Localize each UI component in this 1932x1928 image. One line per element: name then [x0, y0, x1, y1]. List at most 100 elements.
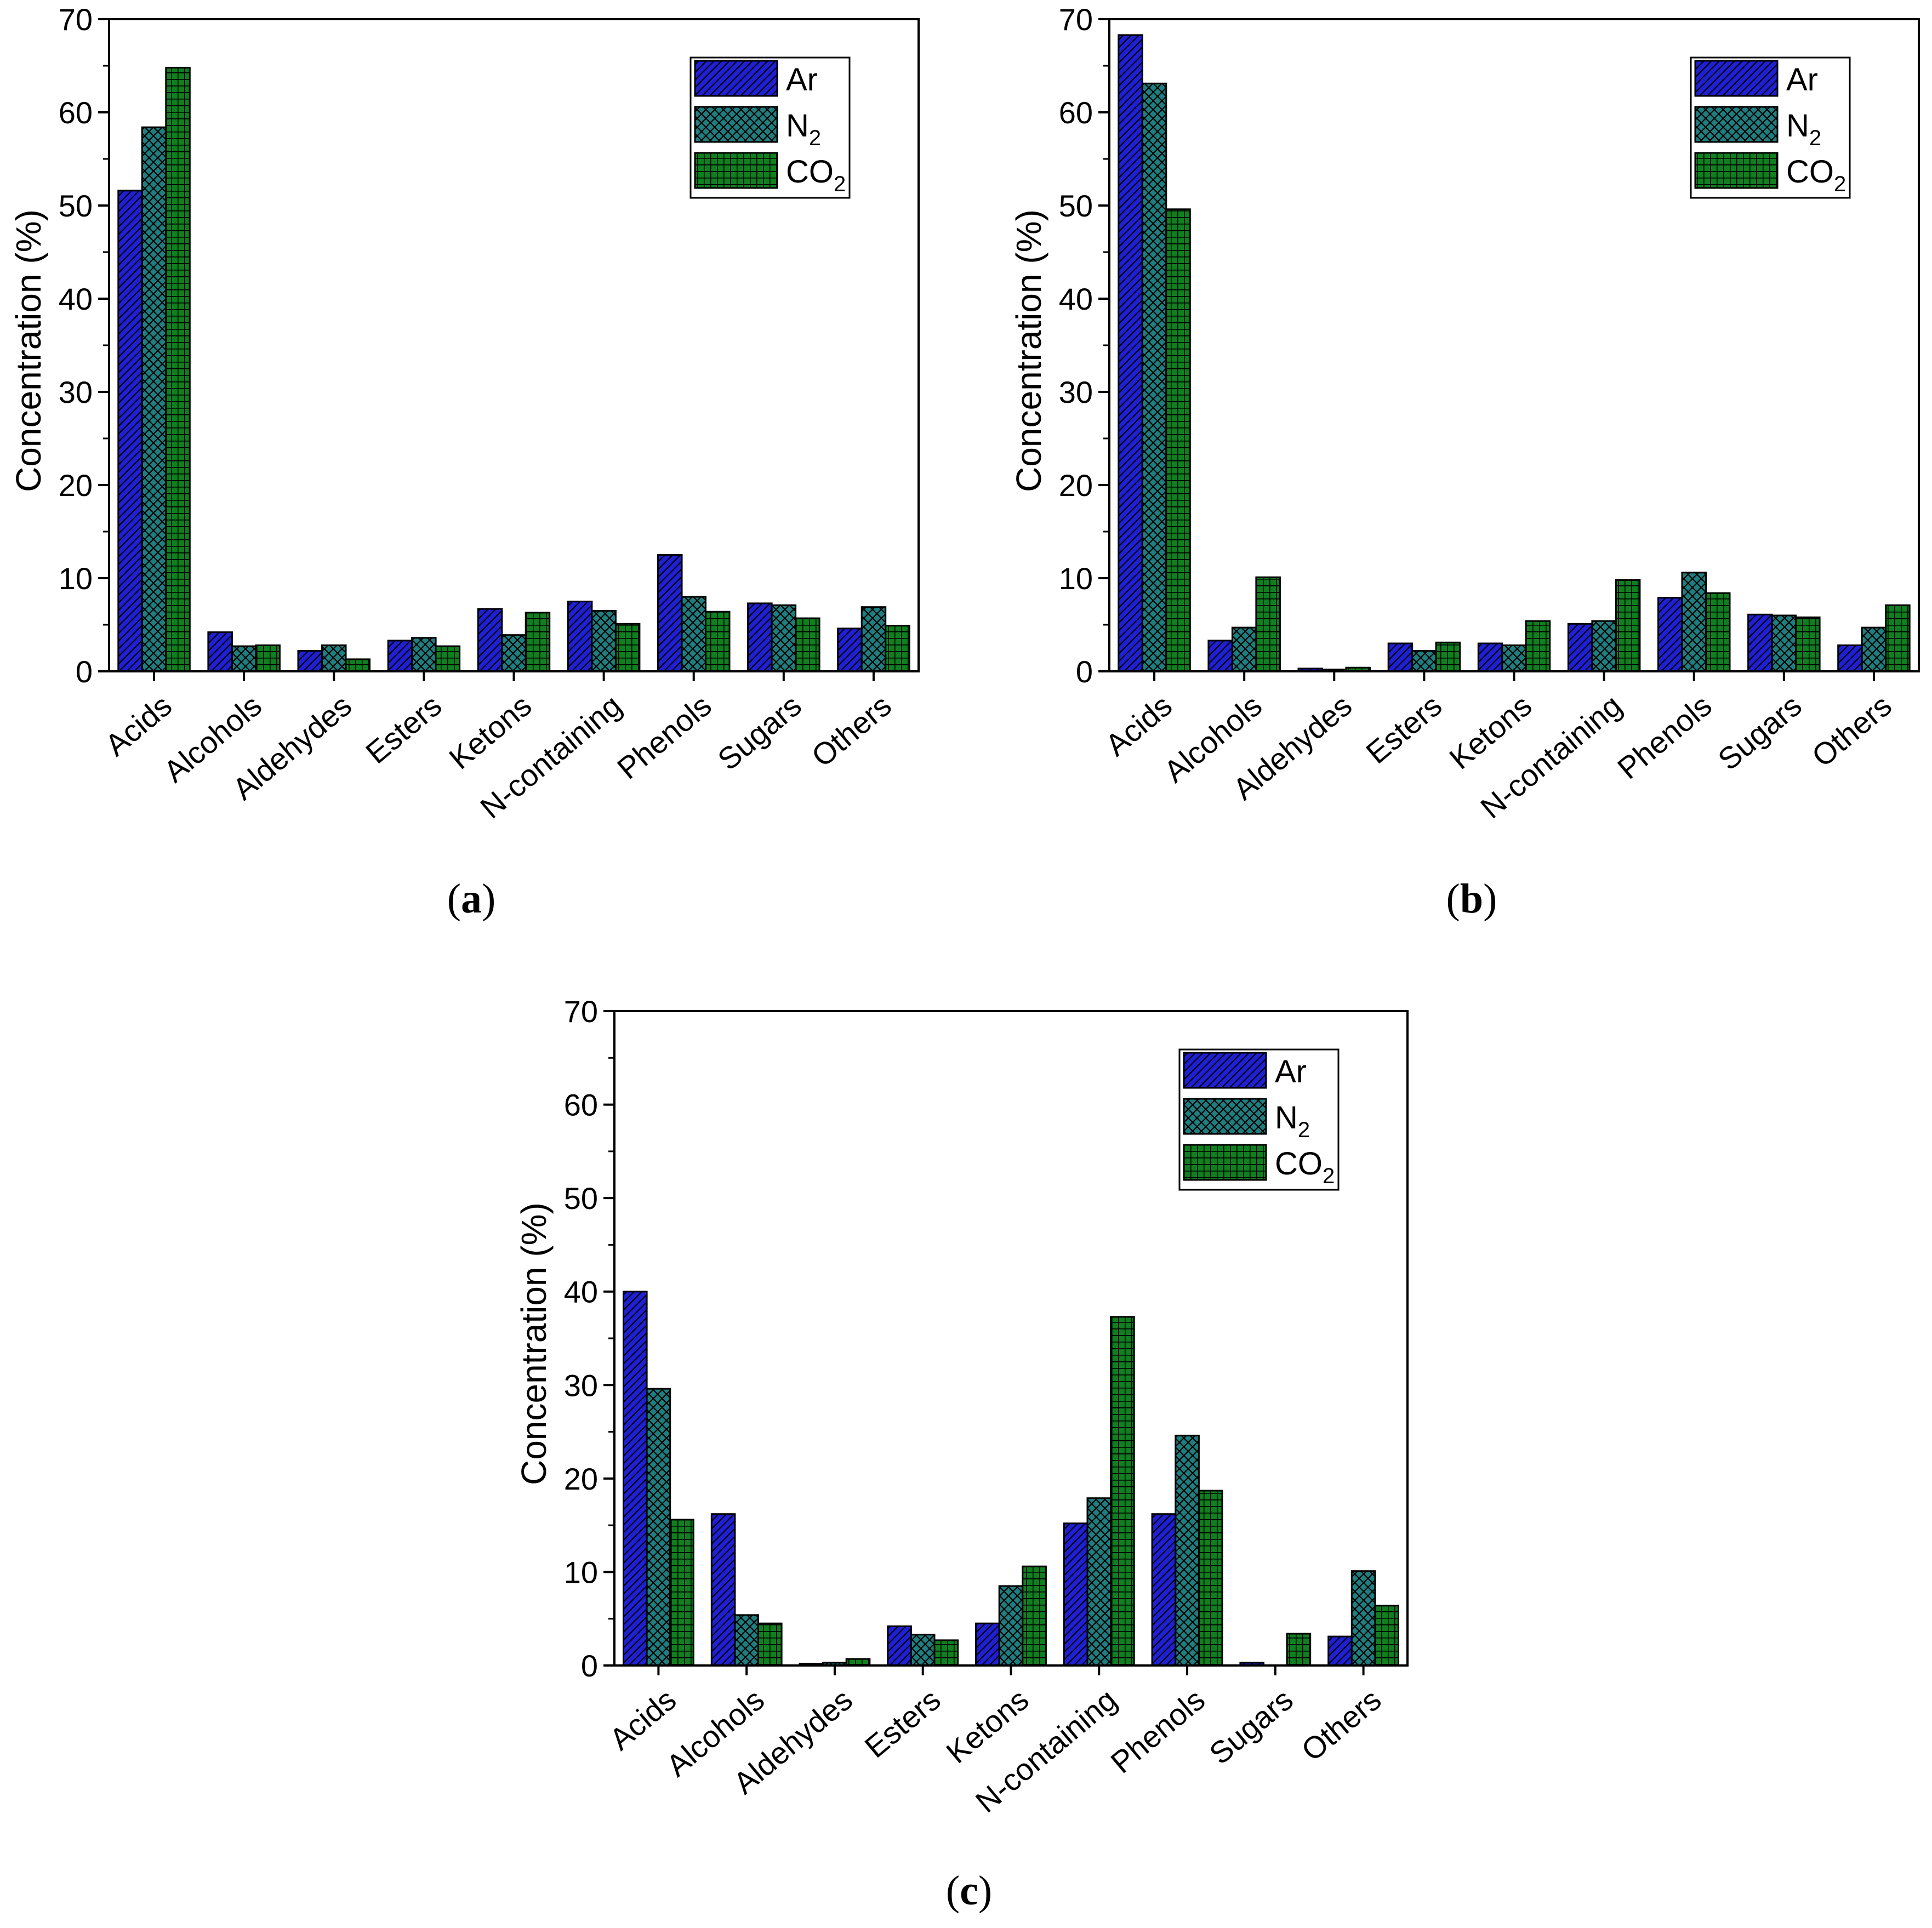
bar-CO2-sugars	[795, 617, 820, 672]
bar-Ar-alcohols	[710, 1513, 736, 1667]
bar-Ar-others	[837, 628, 863, 672]
bar-Ar-ketons	[477, 608, 503, 672]
bar-N2-acids	[1141, 82, 1167, 672]
bar-N2-ketons	[998, 1585, 1024, 1667]
bar-CO2-sugars	[1286, 1633, 1312, 1667]
y-tick-label: 20	[59, 468, 93, 503]
bar-Ar-phenols	[1657, 597, 1683, 672]
bar-CO2-n-containing	[614, 623, 641, 672]
bar-CO2-alcohols	[255, 644, 281, 672]
bar-Ar-esters	[887, 1625, 912, 1667]
bar-CO2-others	[1374, 1605, 1399, 1667]
bar-Ar-acids	[117, 190, 143, 672]
y-tick-label: 60	[564, 1088, 598, 1122]
y-tick-label: 70	[1059, 2, 1093, 37]
x-category-label: Acids	[603, 1682, 682, 1756]
bar-Ar-sugars	[747, 602, 773, 672]
bar-N2-alcohols	[231, 645, 257, 672]
legend-label-n2: N2	[1275, 1100, 1310, 1142]
bar-Ar-esters	[387, 640, 413, 672]
bar-N2-sugars	[1771, 614, 1797, 672]
chart-panel-c: 010203040506070AcidsAlcoholsAldehydesEst…	[514, 994, 1409, 1914]
y-tick-label: 70	[564, 994, 598, 1029]
bar-Ar-acids	[1118, 34, 1143, 672]
bar-N2-esters	[910, 1634, 936, 1667]
legend-label-ar: Ar	[1786, 62, 1818, 98]
y-tick-label: 50	[1059, 189, 1093, 223]
legend-label-co2: CO2	[1786, 154, 1846, 196]
bar-CO2-sugars	[1795, 616, 1821, 672]
bar-N2-ketons	[501, 634, 527, 672]
bar-N2-acids	[646, 1388, 671, 1667]
bar-Ar-n-containing	[1063, 1522, 1088, 1667]
y-tick-label: 40	[564, 1275, 598, 1309]
bar-CO2-acids	[1165, 208, 1191, 672]
bar-CO2-acids	[669, 1519, 694, 1667]
bar-N2-acids	[141, 126, 167, 672]
bar-CO2-esters	[933, 1639, 959, 1667]
y-axis-label: Concentration (%)	[9, 209, 48, 492]
bar-CO2-esters	[1435, 641, 1461, 672]
x-category-label: Sugars	[711, 688, 807, 777]
bar-CO2-ketons	[1525, 620, 1551, 672]
y-tick-label: 30	[564, 1368, 598, 1402]
legend-swatch-ar	[694, 60, 778, 97]
x-category-label: Phenols	[1611, 688, 1718, 785]
y-tick-label: 0	[76, 654, 93, 689]
bar-CO2-alcohols	[757, 1622, 783, 1667]
y-tick-label: 20	[564, 1462, 598, 1496]
bar-CO2-phenols	[705, 611, 731, 672]
y-tick-label: 30	[59, 375, 93, 409]
bar-Ar-alcohols	[207, 631, 233, 672]
bar-N2-ketons	[1501, 644, 1527, 672]
y-tick-label: 30	[1059, 375, 1093, 409]
x-category-label: Esters	[359, 688, 448, 770]
bar-N2-esters	[411, 637, 437, 672]
bar-N2-others	[860, 606, 887, 672]
y-tick-label: 10	[59, 561, 93, 596]
panel-caption: (a)	[447, 876, 496, 922]
panel-caption: (b)	[1446, 876, 1497, 922]
bar-CO2-acids	[165, 66, 191, 672]
x-category-label: Sugars	[1202, 1682, 1299, 1771]
bar-Ar-ketons	[975, 1622, 1000, 1667]
legend-label-ar: Ar	[786, 62, 818, 98]
bar-CO2-phenols	[1705, 592, 1731, 672]
legend-swatch-n2	[1694, 106, 1779, 143]
legend-swatch-co2	[1694, 152, 1779, 189]
bar-N2-n-containing	[591, 610, 617, 672]
bar-CO2-others	[885, 625, 910, 672]
legend-swatch-n2	[1183, 1098, 1267, 1135]
y-axis-label: Concentration (%)	[1009, 209, 1048, 492]
bar-Ar-sugars	[1747, 613, 1773, 672]
x-category-label: Sugars	[1711, 688, 1808, 777]
bar-Ar-n-containing	[567, 601, 593, 672]
x-category-label: Phenols	[1104, 1682, 1211, 1779]
y-tick-label: 0	[1076, 654, 1093, 689]
legend-label-n2: N2	[786, 108, 821, 150]
legend-swatch-n2	[694, 106, 778, 143]
bar-N2-n-containing	[1591, 620, 1617, 672]
y-tick-label: 70	[59, 2, 93, 37]
y-tick-label: 60	[59, 95, 93, 130]
bar-CO2-n-containing	[1615, 579, 1641, 672]
bar-CO2-esters	[435, 645, 461, 672]
y-tick-label: 50	[564, 1181, 598, 1216]
bar-N2-esters	[1411, 650, 1437, 672]
y-tick-label: 20	[1059, 468, 1093, 503]
y-tick-label: 50	[59, 189, 93, 223]
x-category-label: Others	[1295, 1682, 1387, 1767]
legend-swatch-ar	[1183, 1052, 1267, 1089]
bar-CO2-n-containing	[1110, 1316, 1135, 1667]
legend-label-co2: CO2	[1275, 1146, 1335, 1188]
panel-caption: (c)	[946, 1868, 992, 1914]
bar-N2-n-containing	[1086, 1497, 1112, 1667]
x-category-label: Acids	[99, 688, 178, 762]
y-tick-label: 0	[581, 1649, 598, 1683]
legend-label-n2: N2	[1786, 108, 1821, 150]
legend-label-co2: CO2	[786, 154, 846, 196]
bar-N2-phenols	[1681, 572, 1707, 672]
bar-Ar-others	[1837, 644, 1863, 672]
